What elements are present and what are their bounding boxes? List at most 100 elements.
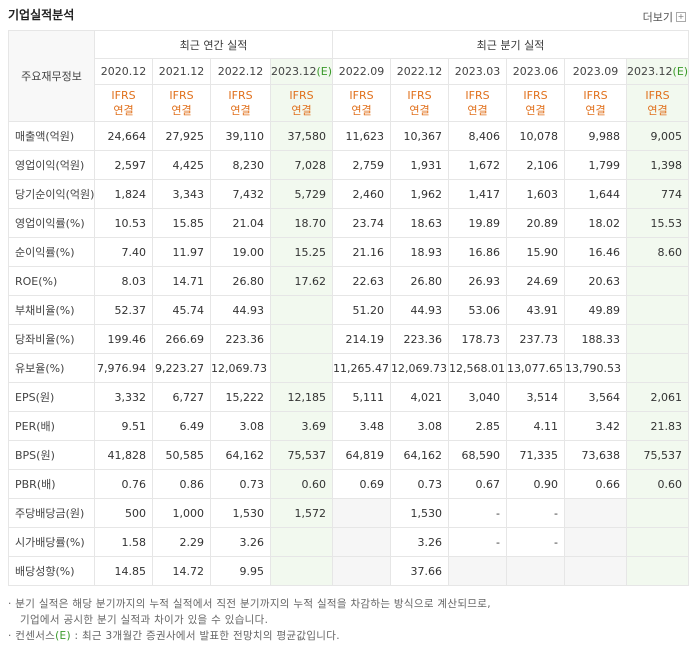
value-cell: 37.66 [390, 556, 450, 586]
value-cell: 1,603 [506, 179, 566, 209]
value-cell: 266.69 [152, 324, 211, 354]
value-cell [626, 353, 690, 383]
value-cell [626, 498, 690, 528]
scope: 연결 [525, 104, 546, 117]
value-cell: 0.60 [269, 469, 334, 499]
basis-header: IFRS 연결 [626, 84, 690, 122]
more-link[interactable]: 더보기 + [643, 9, 686, 25]
standard: IFRS [228, 89, 253, 102]
value-cell: 64,162 [210, 440, 271, 470]
value-cell: - [506, 527, 566, 557]
note-term: 컨센서스 [15, 630, 56, 642]
value-cell: 14.85 [94, 556, 153, 586]
value-cell: 19.00 [210, 237, 271, 267]
value-cell [564, 556, 628, 586]
value-cell: 37,580 [269, 121, 334, 151]
value-cell: 1,962 [390, 179, 450, 209]
value-cell: 50,585 [152, 440, 211, 470]
period: 2023.06 [512, 65, 559, 78]
value-cell: 24,664 [94, 121, 153, 151]
period: 2022.12 [217, 65, 264, 78]
value-cell: 1,799 [564, 150, 628, 180]
value-cell: 0.90 [506, 469, 566, 499]
value-cell: 9,005 [626, 121, 690, 151]
value-cell: 2.85 [448, 411, 508, 441]
value-cell: 16.86 [448, 237, 508, 267]
basis-header: IFRS 연결 [152, 84, 211, 122]
value-cell [506, 556, 566, 586]
period: 2020.12 [100, 65, 147, 78]
row-label: 매출액(억원) [8, 121, 95, 151]
value-cell: 45.74 [152, 295, 211, 325]
value-cell: 64,162 [390, 440, 450, 470]
value-cell: 500 [94, 498, 153, 528]
value-cell: 53.06 [448, 295, 508, 325]
estimate-mark: (E) [316, 65, 333, 78]
value-cell: 18.70 [269, 208, 334, 238]
value-cell: 1,398 [626, 150, 690, 180]
value-cell [332, 556, 392, 586]
scope: 연결 [585, 104, 606, 117]
standard: IFRS [349, 89, 374, 102]
value-cell: 10,367 [390, 121, 450, 151]
data-row: 부채비율(%) 52.37 45.74 44.93 51.20 44.93 53.06 43.… [8, 295, 690, 325]
value-cell: 2,061 [626, 382, 690, 412]
scope: 연결 [351, 104, 372, 117]
value-cell [269, 295, 334, 325]
value-cell: 6.49 [152, 411, 211, 441]
value-cell: 1.58 [94, 527, 153, 557]
value-cell: 3,343 [152, 179, 211, 209]
value-cell: 1,824 [94, 179, 153, 209]
value-cell: 223.36 [390, 324, 450, 354]
value-cell: 0.60 [626, 469, 690, 499]
value-cell: 0.66 [564, 469, 628, 499]
more-text[interactable]: 더보기 [642, 11, 673, 24]
note-mark: (E) [55, 630, 71, 642]
value-cell [626, 295, 690, 325]
data-row: 영업이익률(%) 10.53 15.85 21.04 18.70 23.74 18.63 19… [8, 208, 690, 238]
scope: 연결 [467, 104, 488, 117]
value-cell: 8,406 [448, 121, 508, 151]
value-cell: 2,106 [506, 150, 566, 180]
value-cell [269, 556, 334, 586]
value-cell: 1,931 [390, 150, 450, 180]
value-cell: 16.46 [564, 237, 628, 267]
period: 2022.12 [396, 65, 443, 78]
row-label: 주당배당금(원) [8, 498, 95, 528]
value-cell: 9.51 [94, 411, 153, 441]
data-row: 영업이익(억원) 2,597 4,425 8,230 7,028 2,759 1,931 1,… [8, 150, 690, 180]
standard: IFRS [407, 89, 432, 102]
value-cell: 199.46 [94, 324, 153, 354]
basis-header: IFRS 연결 [332, 84, 392, 122]
value-cell: 9.95 [210, 556, 271, 586]
value-cell [332, 527, 392, 557]
row-label: 영업이익(억원) [8, 150, 95, 180]
note: 기업에서 공시한 분기 실적과 차이가 있을 수 있습니다. [8, 612, 491, 628]
financial-table: 주요재무정보 최근 연간 실적 최근 분기 실적 2020.12 2021.12 2022… [8, 30, 690, 586]
value-cell: 26.93 [448, 266, 508, 296]
section-title: 기업실적분석 [8, 8, 75, 22]
data-row: 시가배당률(%) 1.58 2.29 3.26 3.26- - [8, 527, 690, 557]
period-header: 2020.12 [94, 58, 153, 85]
value-cell: 41,828 [94, 440, 153, 470]
value-cell: 7,028 [269, 150, 334, 180]
value-cell: 23.74 [332, 208, 392, 238]
scope: 연결 [171, 104, 192, 117]
value-cell [564, 527, 628, 557]
period-header: 2023.06 [506, 58, 566, 85]
value-cell: 3.26 [210, 527, 271, 557]
row-label: 영업이익률(%) [8, 208, 95, 238]
value-cell: 13,077.65 [506, 353, 566, 383]
scope: 연결 [113, 104, 134, 117]
value-cell: 15.90 [506, 237, 566, 267]
value-cell: 1,417 [448, 179, 508, 209]
value-cell: 19.89 [448, 208, 508, 238]
value-cell: 68,590 [448, 440, 508, 470]
more-icon[interactable]: + [676, 12, 686, 22]
basis-header: IFRS 연결 [390, 84, 450, 122]
row-label: 순이익률(%) [8, 237, 95, 267]
value-cell: 44.93 [390, 295, 450, 325]
value-cell [626, 527, 690, 557]
value-cell: 43.91 [506, 295, 566, 325]
period-header: 2023.09 [564, 58, 628, 85]
